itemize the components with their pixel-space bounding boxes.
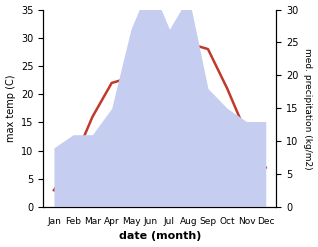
Y-axis label: max temp (C): max temp (C) (5, 75, 16, 142)
Y-axis label: med. precipitation (kg/m2): med. precipitation (kg/m2) (303, 48, 313, 169)
X-axis label: date (month): date (month) (119, 231, 201, 242)
